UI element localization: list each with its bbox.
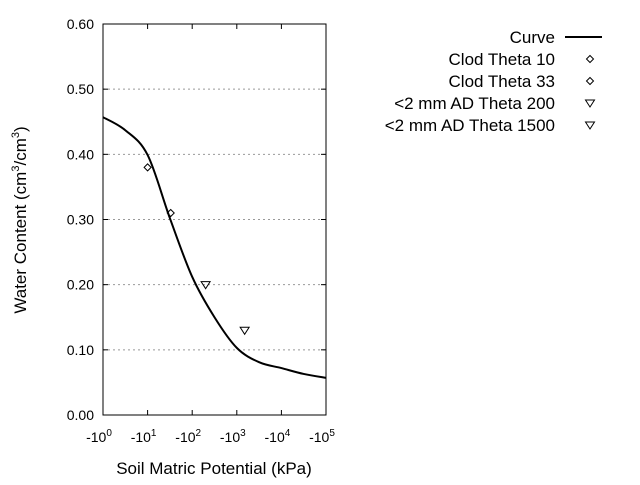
y-tick-label: 0.40: [67, 146, 94, 162]
legend: Curve Clod Theta 10 Clod Theta 33 <2 mm AD …: [385, 28, 602, 135]
y-tick-label: 0.10: [67, 342, 94, 358]
y-axis-label: Water Content (cm3/cm3): [10, 126, 30, 313]
legend-label: Clod Theta 10: [449, 50, 555, 69]
triangle-down-marker: [200, 281, 212, 290]
grid: [103, 88, 326, 351]
legend-label: Curve: [510, 28, 555, 47]
x-tick-label: -105: [309, 428, 335, 445]
diamond-marker: [585, 76, 595, 86]
y-tick-label: 0.20: [67, 277, 94, 293]
x-axis-label: Soil Matric Potential (kPa): [116, 459, 312, 478]
marks: [102, 116, 327, 379]
legend-label: <2 mm AD Theta 200: [394, 94, 555, 113]
diamond-marker: [143, 163, 152, 172]
x-tick-label: -101: [131, 428, 157, 445]
x-tick-label: -103: [220, 428, 246, 445]
x-tick-label: -102: [175, 428, 201, 445]
x-tick-label: -104: [265, 428, 291, 445]
x-tick-label: -100: [86, 428, 112, 445]
y-tick-label: 0.50: [67, 81, 94, 97]
triangle-down-marker: [584, 99, 596, 108]
y-tick-label: 0.60: [67, 16, 94, 32]
curve-line: [102, 116, 327, 379]
legend-label: <2 mm AD Theta 1500: [385, 116, 555, 135]
y-tick-label: 0.00: [67, 407, 94, 423]
legend-label: Clod Theta 33: [449, 72, 555, 91]
triangle-down-marker: [239, 326, 251, 336]
triangle-down-marker: [584, 121, 596, 130]
ticks: 0.00 0.10 0.20 0.30 0.40 0.50 0.60 -100 -101 -102…: [67, 16, 336, 445]
y-tick-label: 0.30: [67, 212, 94, 228]
diamond-marker: [585, 54, 595, 64]
diamond-marker: [166, 208, 175, 218]
